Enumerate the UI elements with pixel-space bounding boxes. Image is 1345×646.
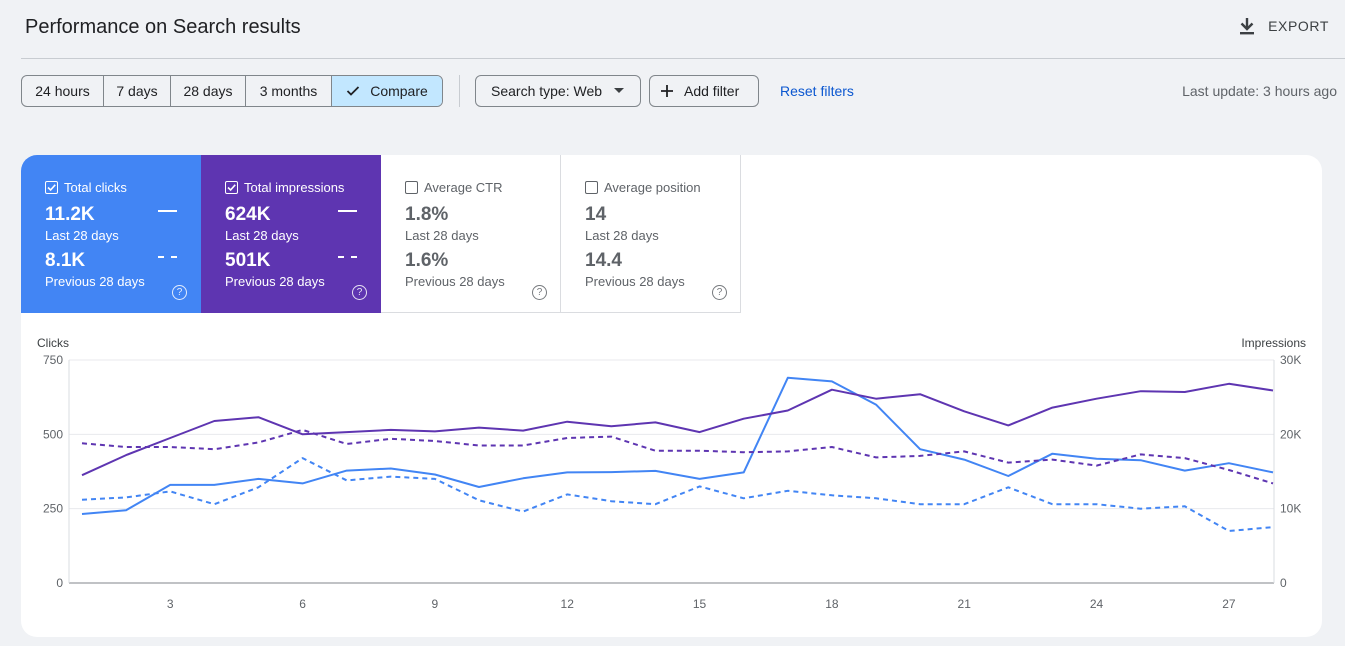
checkbox-checked-icon[interactable]: [45, 181, 58, 194]
metric-header: Total clicks: [45, 180, 127, 195]
last-update-text: Last update: 3 hours ago: [1182, 83, 1337, 99]
performance-card: Total clicks 11.2K Last 28 days 8.1K Pre…: [21, 155, 1322, 637]
checkbox-unchecked-icon[interactable]: [405, 181, 418, 194]
reset-filters-link[interactable]: Reset filters: [780, 83, 854, 99]
range-3-months-button[interactable]: 3 months: [246, 76, 332, 106]
metric-prev-value: 14.4: [585, 250, 622, 271]
y-tick-label-left: 0: [56, 576, 63, 590]
solid-line-legend-icon: [158, 210, 177, 212]
metric-average-ctr[interactable]: Average CTR 1.8% Last 28 days 1.6% Previ…: [381, 155, 561, 313]
y-tick-label-left: 750: [43, 353, 63, 367]
page-header: Performance on Search results EXPORT: [0, 0, 1345, 59]
dropdown-arrow-icon: [614, 88, 625, 93]
metric-header: Average position: [585, 180, 701, 195]
search-type-dropdown[interactable]: Search type: Web: [475, 75, 641, 107]
range-7-days-button[interactable]: 7 days: [104, 76, 171, 106]
metric-prev-period: Previous 28 days: [45, 274, 145, 289]
add-filter-label: Add filter: [684, 83, 740, 99]
help-icon[interactable]: ?: [532, 285, 547, 300]
left-axis-title: Clicks: [37, 336, 69, 350]
checkbox-checked-icon[interactable]: [225, 181, 238, 194]
metric-label: Total impressions: [244, 180, 345, 195]
metric-period: Last 28 days: [585, 228, 659, 243]
dashed-line-legend-icon: [338, 256, 357, 258]
solid-line-legend-icon: [338, 210, 357, 212]
toolbar-divider: [459, 75, 460, 107]
toolbar: 24 hours 7 days 28 days 3 months Compare…: [21, 75, 1337, 107]
header-divider: [21, 58, 1345, 59]
y-tick-label-right: 10K: [1280, 502, 1301, 516]
y-tick-label-left: 500: [43, 427, 63, 441]
metric-prev-period: Previous 28 days: [225, 274, 325, 289]
metric-prev-period: Previous 28 days: [405, 274, 505, 289]
x-tick-label: 9: [432, 597, 439, 611]
y-tick-label-right: 0: [1280, 576, 1287, 590]
download-icon: [1240, 18, 1255, 35]
x-tick-label: 18: [825, 597, 839, 611]
metric-prev-value: 8.1K: [45, 250, 86, 271]
help-icon[interactable]: ?: [712, 285, 727, 300]
x-tick-label: 12: [561, 597, 575, 611]
range-28-days-button[interactable]: 28 days: [171, 76, 246, 106]
metric-label: Average CTR: [424, 180, 503, 195]
series-line-impressions-current: [81, 382, 1274, 477]
metric-value: 1.8%: [405, 204, 449, 225]
metric-period: Last 28 days: [225, 228, 299, 243]
metric-header: Total impressions: [225, 180, 344, 195]
metric-period: Last 28 days: [45, 228, 119, 243]
metric-header: Average CTR: [405, 180, 503, 195]
metric-label: Average position: [604, 180, 701, 195]
metric-prev-period: Previous 28 days: [585, 274, 685, 289]
checkbox-unchecked-icon[interactable]: [585, 181, 598, 194]
compare-label: Compare: [370, 83, 428, 99]
series-line-clicks-current: [81, 376, 1274, 515]
y-tick-label-right: 30K: [1280, 353, 1301, 367]
x-tick-label: 24: [1090, 597, 1104, 611]
help-icon[interactable]: ?: [352, 285, 367, 300]
x-tick-label: 6: [299, 597, 306, 611]
metric-value: 14: [585, 204, 607, 225]
check-icon: [347, 86, 360, 96]
page-title: Performance on Search results: [25, 16, 301, 38]
range-24-hours-button[interactable]: 24 hours: [22, 76, 104, 106]
metric-prev-value: 501K: [225, 250, 271, 271]
y-tick-label-right: 20K: [1280, 427, 1301, 441]
dashed-line-legend-icon: [158, 256, 177, 258]
metric-total-clicks[interactable]: Total clicks 11.2K Last 28 days 8.1K Pre…: [21, 155, 201, 313]
date-range-selector: 24 hours 7 days 28 days 3 months Compare: [21, 75, 443, 107]
compare-button[interactable]: Compare: [332, 76, 442, 106]
performance-chart: 750 500 250 0 30K 20K 10K 0 3 6 9 12 15 18 21 24 27: [43, 353, 1301, 611]
add-filter-button[interactable]: Add filter: [649, 75, 759, 107]
x-tick-label: 21: [958, 597, 972, 611]
series-line-clicks-previous: [81, 457, 1274, 532]
x-tick-label: 27: [1222, 597, 1236, 611]
x-tick-label: 15: [693, 597, 707, 611]
metric-value: 11.2K: [45, 204, 95, 225]
metric-value: 624K: [225, 204, 271, 225]
x-tick-label: 3: [167, 597, 174, 611]
metric-average-position[interactable]: Average position 14 Last 28 days 14.4 Pr…: [561, 155, 741, 313]
metric-label: Total clicks: [64, 180, 127, 195]
help-icon[interactable]: ?: [172, 285, 187, 300]
series-line-impressions-previous: [81, 428, 1274, 485]
search-type-label: Search type: Web: [491, 83, 603, 99]
export-label: EXPORT: [1268, 18, 1329, 34]
metric-prev-value: 1.6%: [405, 250, 449, 271]
export-button[interactable]: EXPORT: [1238, 16, 1329, 36]
right-axis-title: Impressions: [1241, 336, 1306, 350]
metric-period: Last 28 days: [405, 228, 479, 243]
y-tick-label-left: 250: [43, 502, 63, 516]
plus-icon: [661, 85, 673, 97]
metric-total-impressions[interactable]: Total impressions 624K Last 28 days 501K…: [201, 155, 381, 313]
